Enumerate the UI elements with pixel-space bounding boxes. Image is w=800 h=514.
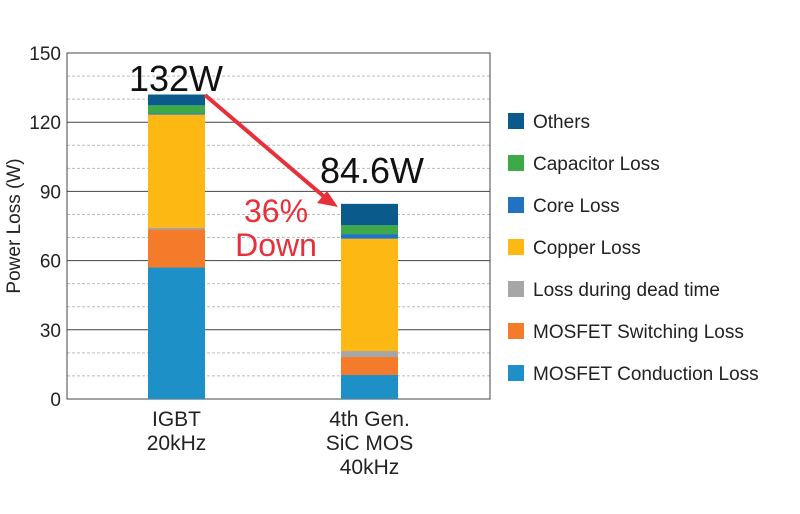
- bar-segment: [341, 357, 398, 376]
- total-label: 84.6W: [320, 150, 424, 191]
- arrowhead-icon: [317, 191, 338, 207]
- y-tick-label: 0: [50, 390, 61, 411]
- legend-label: Others: [533, 112, 590, 133]
- legend-label: Core Loss: [533, 196, 620, 217]
- legend-label: Capacitor Loss: [533, 154, 660, 175]
- y-tick-label: 150: [29, 44, 61, 65]
- legend-label: MOSFET Switching Loss: [533, 322, 744, 343]
- y-tick-label: 60: [40, 252, 61, 273]
- x-tick-label: SiC MOS: [326, 432, 414, 455]
- annotation-down: Down: [235, 227, 317, 263]
- legend-swatch: [508, 323, 524, 339]
- bar-segment: [148, 267, 205, 399]
- reduction-arrow: [203, 93, 330, 202]
- bar-segment: [341, 375, 398, 399]
- legend-label: Copper Loss: [533, 238, 641, 259]
- x-tick-label: 40kHz: [340, 456, 400, 479]
- legend-swatch: [508, 113, 524, 129]
- bar-segment: [341, 203, 398, 226]
- x-tick-label: 4th Gen.: [329, 408, 410, 431]
- bar-segment: [148, 105, 205, 114]
- total-label: 132W: [129, 58, 223, 99]
- legend-label: Loss during dead time: [533, 280, 720, 301]
- legend-swatch: [508, 155, 524, 171]
- legend-swatch: [508, 281, 524, 297]
- bar-segment: [148, 227, 205, 230]
- annotation-percent: 36%: [244, 193, 308, 229]
- plot-frame: [66, 52, 491, 400]
- x-tick-label: 20kHz: [147, 432, 207, 455]
- bar-segment: [148, 229, 205, 268]
- bar-segment: [341, 234, 398, 239]
- bar-segment: [341, 351, 398, 358]
- bar-segment: [148, 113, 205, 115]
- bar-segment: [341, 225, 398, 235]
- legend-label: MOSFET Conduction Loss: [533, 364, 759, 385]
- x-tick-label: IGBT: [152, 408, 201, 431]
- legend-swatch: [508, 239, 524, 255]
- legend-swatch: [508, 197, 524, 213]
- bar-segment: [148, 114, 205, 228]
- y-tick-label: 90: [40, 182, 61, 203]
- bar-segment: [341, 238, 398, 352]
- bar-segment: [148, 94, 205, 106]
- y-axis-label: Power Loss (W): [4, 158, 25, 293]
- y-tick-label: 120: [29, 113, 61, 134]
- y-tick-label: 30: [40, 321, 61, 342]
- legend-swatch: [508, 365, 524, 381]
